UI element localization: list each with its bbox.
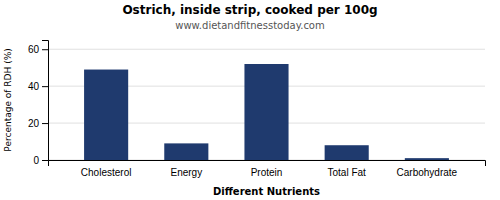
x-tick-label: Total Fat (328, 167, 367, 178)
x-tick: Protein (251, 167, 283, 178)
chart: Cholesterol Energy Protein Total Fat Carbohy… (0, 0, 500, 200)
bars (84, 64, 449, 160)
bar (164, 143, 208, 160)
x-tick-label: Protein (251, 167, 283, 178)
y-tick: 0 (33, 155, 48, 166)
grid (48, 49, 485, 160)
y-tick: 60 (28, 44, 48, 55)
x-axis-title: Different Nutrients (213, 186, 320, 197)
x-tick-label: Energy (170, 167, 202, 178)
x-axis: Cholesterol Energy Protein Total Fat Carbohy… (49, 161, 486, 179)
bar (325, 145, 369, 160)
y-axis: 0 20 40 60 (28, 41, 49, 166)
plot: Cholesterol Energy Protein Total Fat Carbohy… (28, 41, 486, 179)
x-tick-label: Carbohydrate (397, 167, 458, 178)
y-tick-mark (42, 49, 48, 50)
y-tick-mark (42, 160, 48, 161)
x-tick: Energy (170, 167, 202, 178)
x-tick: Total Fat (328, 167, 367, 178)
bar (244, 64, 288, 160)
bar (405, 158, 449, 160)
y-tick-mark (42, 86, 48, 87)
title: Ostrich, inside strip, cooked per 100g (122, 3, 377, 17)
y-tick-label: 40 (28, 81, 40, 92)
y-tick-label: 20 (28, 118, 40, 129)
x-tick-label: Cholesterol (81, 167, 132, 178)
y-tick-mark (42, 123, 48, 124)
y-axis-line (42, 41, 49, 161)
grid-line (48, 49, 485, 50)
x-tick: Carbohydrate (397, 167, 458, 178)
bar (84, 70, 128, 160)
x-axis-line (49, 161, 486, 167)
y-tick-label: 60 (28, 44, 40, 55)
y-axis-title: Percentage of RDH (%) (3, 48, 13, 151)
subtitle: www.dietandfitnesstoday.com (175, 20, 324, 31)
x-tick: Cholesterol (81, 167, 132, 178)
y-tick: 20 (28, 118, 48, 129)
y-tick-label: 0 (33, 155, 39, 166)
y-tick: 40 (28, 81, 48, 92)
